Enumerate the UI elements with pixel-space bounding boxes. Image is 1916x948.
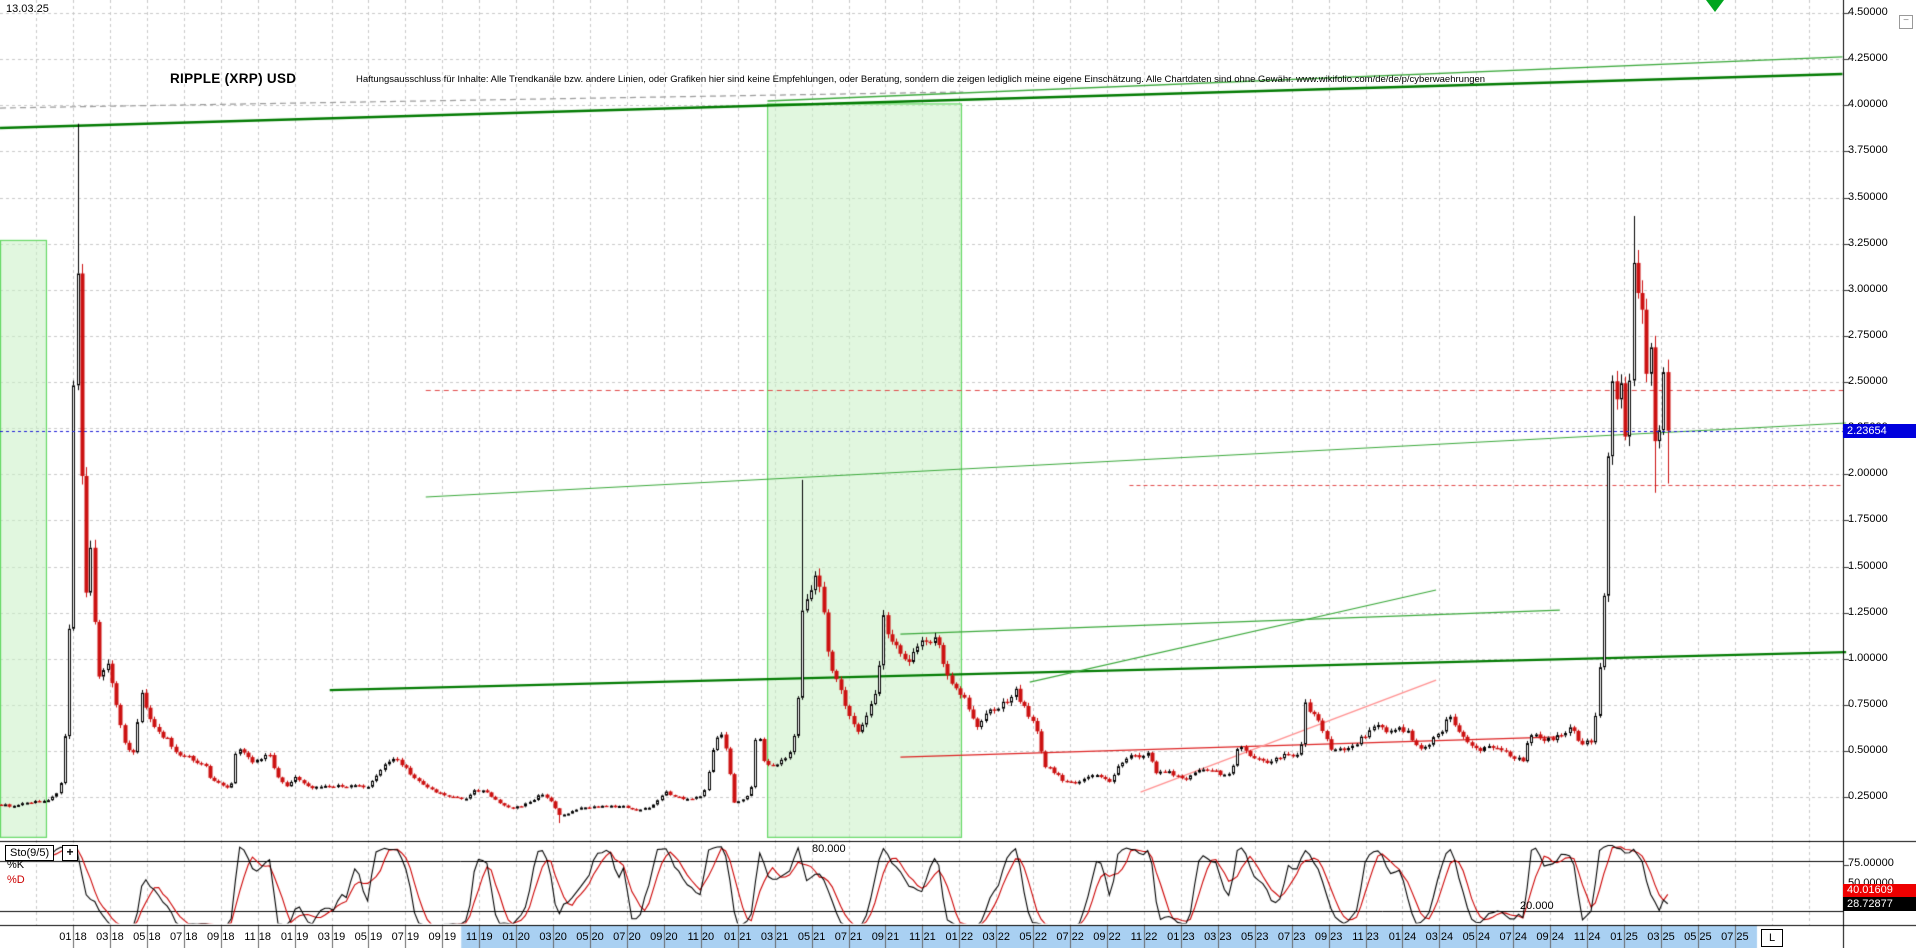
time-axis-label: 11 21 — [909, 931, 936, 943]
time-axis-label: 01 21 — [723, 931, 752, 943]
time-axis-label: 07 18 — [170, 931, 198, 943]
date-label: 13.03.25 — [6, 3, 49, 15]
sto-level-20-label: 20.000 — [1520, 900, 1554, 912]
price-axis-tick: 4.00000 — [1848, 98, 1888, 111]
time-axis-label: 09 23 — [1314, 931, 1343, 943]
minimize-button[interactable]: − — [1899, 15, 1913, 29]
time-axis-label: 07 21 — [834, 931, 863, 943]
sto-k-value-badge: 28.72877 — [1843, 897, 1916, 911]
time-axis-label: 11 23 — [1352, 931, 1379, 943]
time-axis-label: 03 22 — [982, 931, 1011, 943]
price-axis-tick: 1.75000 — [1848, 513, 1888, 526]
breakout-arrow-icon — [1706, 0, 1724, 12]
time-axis-label: 01 23 — [1167, 931, 1195, 943]
time-axis-label: 07 22 — [1056, 931, 1084, 943]
price-axis-tick: 0.25000 — [1848, 790, 1888, 803]
linear-scale-button[interactable]: L — [1761, 929, 1783, 947]
time-axis-label: 07 19 — [391, 931, 420, 943]
price-axis-tick: 2.75000 — [1848, 328, 1888, 341]
price-axis-tick: 2.50000 — [1848, 375, 1888, 388]
add-indicator-button[interactable]: + — [62, 845, 78, 861]
time-axis-label: 09 19 — [428, 931, 457, 943]
time-axis-label: 01 18 — [59, 931, 87, 943]
price-axis-tick: 3.25000 — [1848, 236, 1888, 249]
time-axis-label: 11 24 — [1573, 931, 1601, 943]
page-title: RIPPLE (XRP) USD — [170, 71, 297, 86]
time-axis-label: 05 20 — [576, 931, 604, 943]
price-axis-tick: 0.50000 — [1848, 744, 1888, 757]
time-axis-label: 03 25 — [1647, 931, 1675, 943]
time-axis-label: 09 24 — [1536, 931, 1564, 943]
time-axis-label: 05 19 — [354, 931, 383, 943]
time-axis-label: 05 24 — [1462, 931, 1491, 943]
time-axis-label: 05 22 — [1019, 931, 1047, 943]
time-axis-label: 11 18 — [244, 931, 271, 943]
time-axis-label: 01 25 — [1610, 931, 1638, 943]
time-axis-label: 05 18 — [133, 931, 161, 943]
indicator-label-box[interactable]: Sto(9/5) — [5, 845, 55, 861]
time-axis-label: 09 20 — [650, 931, 678, 943]
time-axis-label: 11 22 — [1130, 931, 1158, 943]
time-axis-label: 05 21 — [797, 931, 826, 943]
time-axis-label: 05 23 — [1240, 931, 1269, 943]
price-axis-tick: 4.50000 — [1848, 6, 1888, 18]
d-line-label: %D — [7, 874, 25, 886]
price-axis-tick: 3.50000 — [1848, 190, 1888, 203]
current-price-badge: 2.23654 — [1843, 423, 1916, 438]
time-axis-label: 11 19 — [465, 931, 493, 943]
time-axis-label: 01 24 — [1388, 931, 1417, 943]
time-axis-label: 03 20 — [539, 931, 567, 943]
sto-d-value-badge: 40.01609 — [1843, 884, 1916, 897]
time-axis-label: 03 19 — [317, 931, 346, 943]
price-axis-tick: 1.00000 — [1848, 651, 1888, 664]
time-axis-label: 01 20 — [502, 931, 530, 943]
time-axis-label: 11 20 — [687, 931, 715, 943]
sto-level-80-label: 80.000 — [812, 843, 846, 855]
time-axis-label: 03 18 — [96, 931, 124, 943]
price-axis-tick: 2.00000 — [1848, 467, 1888, 480]
price-axis-tick: 1.25000 — [1848, 605, 1888, 618]
price-axis-tick: 0.75000 — [1848, 697, 1888, 710]
time-axis-label: 07 23 — [1277, 931, 1306, 943]
time-axis-label: 07 24 — [1499, 931, 1528, 943]
price-axis-tick: 3.00000 — [1848, 282, 1888, 295]
time-axis-label: 09 21 — [871, 931, 900, 943]
k-line-label: %K — [7, 859, 25, 871]
time-axis-label: 07 25 — [1721, 931, 1749, 943]
time-axis-label: 01 19 — [280, 931, 309, 943]
time-axis-label: 07 20 — [613, 931, 641, 943]
time-axis-label: 03 24 — [1425, 931, 1454, 943]
time-axis-label: 09 22 — [1093, 931, 1121, 943]
sto-tick-75: 75.00000 — [1848, 857, 1894, 869]
disclaimer-text: Haftungsausschluss für Inhalte: Alle Tre… — [356, 74, 1486, 85]
time-axis-label: 03 21 — [760, 931, 789, 943]
price-axis-tick: 3.75000 — [1848, 144, 1888, 157]
time-axis-label: 05 25 — [1684, 931, 1712, 943]
time-axis-label: 03 23 — [1204, 931, 1232, 943]
time-axis-label: 09 18 — [206, 931, 235, 943]
price-axis-tick: 1.50000 — [1848, 559, 1888, 572]
price-axis-tick: 4.25000 — [1848, 52, 1888, 65]
time-axis-label: 01 22 — [945, 931, 974, 943]
